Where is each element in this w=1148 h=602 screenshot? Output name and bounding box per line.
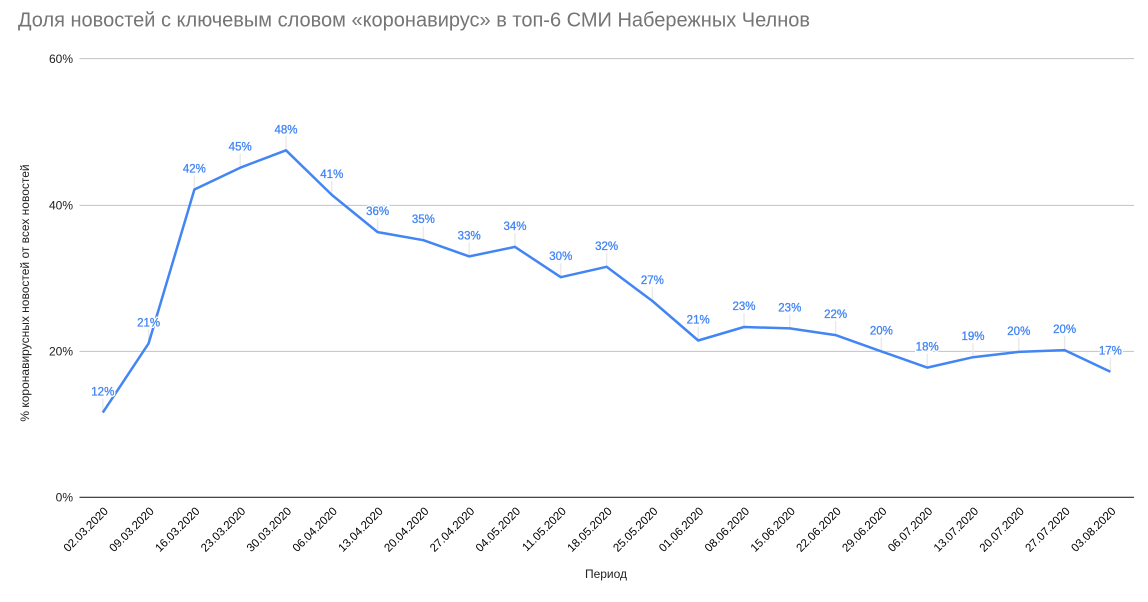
svg-text:33%: 33% [458,230,481,242]
svg-text:48%: 48% [274,124,297,136]
svg-text:41%: 41% [320,169,343,181]
svg-text:18%: 18% [916,342,939,354]
svg-text:36%: 36% [366,206,389,218]
svg-text:Доля новостей с ключевым слово: Доля новостей с ключевым словом «коронав… [18,10,810,32]
svg-text:32%: 32% [595,241,618,253]
svg-text:21%: 21% [137,317,160,329]
svg-text:36%: 36% [366,206,389,218]
svg-text:12%: 12% [91,387,114,399]
svg-text:27%: 27% [641,275,664,287]
svg-text:20%: 20% [49,345,73,359]
svg-text:0%: 0% [56,490,74,504]
svg-text:30%: 30% [549,251,572,263]
svg-text:30%: 30% [549,251,572,263]
svg-text:12%: 12% [91,387,114,399]
svg-text:18%: 18% [916,342,939,354]
svg-text:40%: 40% [49,199,73,213]
svg-text:23%: 23% [778,302,801,314]
svg-text:19%: 19% [961,331,984,343]
svg-text:42%: 42% [183,164,206,176]
svg-text:27%: 27% [641,275,664,287]
svg-text:23%: 23% [732,301,755,313]
svg-text:34%: 34% [503,221,526,233]
svg-text:45%: 45% [229,142,252,154]
svg-text:21%: 21% [137,317,160,329]
svg-text:35%: 35% [412,214,435,226]
svg-text:22%: 22% [824,309,847,321]
svg-text:33%: 33% [458,230,481,242]
svg-text:21%: 21% [687,315,710,327]
svg-text:48%: 48% [274,124,297,136]
svg-text:20%: 20% [1007,326,1030,338]
svg-text:41%: 41% [320,169,343,181]
svg-text:42%: 42% [183,164,206,176]
svg-text:20%: 20% [1053,324,1076,336]
svg-text:21%: 21% [687,315,710,327]
svg-text:20%: 20% [870,325,893,337]
svg-text:17%: 17% [1099,346,1122,358]
svg-text:35%: 35% [412,214,435,226]
svg-text:% коронавирусных новостей от в: % коронавирусных новостей от всех новост… [18,164,32,421]
svg-text:19%: 19% [961,331,984,343]
svg-text:32%: 32% [595,241,618,253]
svg-text:20%: 20% [870,325,893,337]
svg-text:22%: 22% [824,309,847,321]
svg-text:34%: 34% [503,221,526,233]
svg-text:Период: Период [585,567,627,581]
svg-text:20%: 20% [1053,324,1076,336]
svg-text:23%: 23% [732,301,755,313]
svg-text:60%: 60% [49,52,73,66]
svg-text:45%: 45% [229,142,252,154]
svg-text:17%: 17% [1099,346,1122,358]
svg-text:20%: 20% [1007,326,1030,338]
svg-text:23%: 23% [778,302,801,314]
